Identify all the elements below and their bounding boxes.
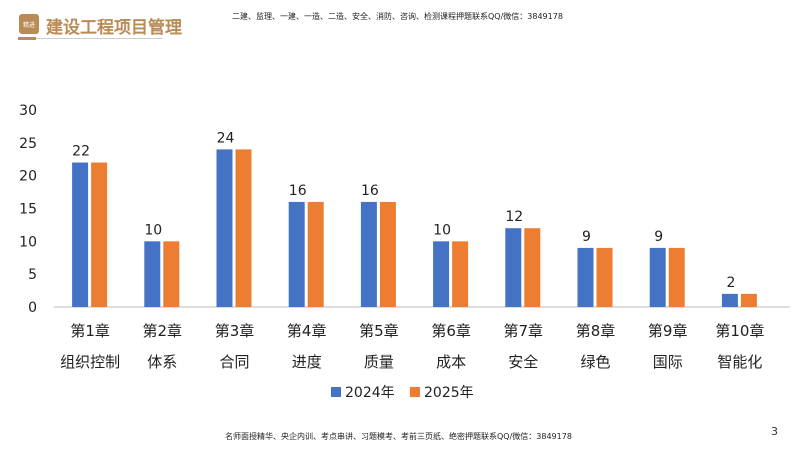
bar-2024年 — [433, 241, 450, 307]
x-tick-label: 第7章 — [504, 322, 544, 340]
y-tick-label: 5 — [28, 267, 37, 283]
bar-2025年 — [91, 162, 108, 307]
x-tick-label: 组织控制 — [60, 353, 120, 371]
x-tick-label: 合同 — [219, 353, 249, 371]
data-label: 10 — [144, 222, 162, 238]
bar-2025年 — [307, 201, 324, 307]
data-label: 2 — [726, 275, 735, 291]
bar-2025年 — [524, 228, 541, 307]
title-divider — [18, 38, 163, 39]
legend-label: 2025年 — [424, 385, 474, 401]
y-tick-label: 15 — [19, 202, 37, 218]
x-tick-label: 智能化 — [717, 353, 762, 371]
x-tick-label: 第3章 — [215, 322, 255, 340]
x-tick-label: 质量 — [364, 353, 394, 371]
bar-2025年 — [452, 241, 469, 307]
x-tick-label: 第8章 — [576, 322, 616, 340]
bar-2024年 — [577, 247, 594, 307]
x-tick-label: 第9章 — [648, 322, 688, 340]
bar-2025年 — [596, 247, 613, 307]
bar-2024年 — [649, 247, 666, 307]
bar-2024年 — [505, 228, 522, 307]
data-label: 9 — [582, 229, 591, 245]
x-tick-label: 体系 — [147, 353, 177, 371]
y-tick-label: 20 — [19, 169, 37, 185]
data-label: 16 — [289, 183, 307, 199]
x-tick-label: 第6章 — [431, 322, 471, 340]
data-label: 12 — [505, 209, 523, 225]
y-tick-label: 0 — [28, 300, 37, 316]
header-note: 二建、监理、一建、一造、二造、安全、消防、咨询、检测课程押题联系QQ/微信：38… — [232, 12, 563, 21]
title-divider-accent — [18, 37, 36, 40]
footer-note: 名师面授精华、央企内训、考点串讲、习题模考、考前三页纸、绝密押题联系QQ/微信：… — [225, 432, 572, 441]
x-tick-label: 安全 — [508, 353, 538, 371]
bar-2025年 — [235, 149, 252, 307]
data-label: 24 — [217, 130, 235, 146]
x-tick-label: 第1章 — [70, 322, 110, 340]
bar-2024年 — [144, 241, 161, 307]
x-tick-label: 绿色 — [580, 353, 610, 371]
bar-2024年 — [288, 201, 305, 307]
x-tick-label: 第2章 — [143, 322, 183, 340]
x-tick-label: 进度 — [292, 353, 322, 371]
x-tick-label: 成本 — [436, 353, 466, 371]
legend-swatch — [410, 387, 420, 397]
bar-2025年 — [668, 247, 685, 307]
bar-2024年 — [216, 149, 233, 307]
page-number: 3 — [771, 425, 778, 438]
bar-2025年 — [163, 241, 180, 307]
legend-label: 2024年 — [345, 385, 395, 401]
y-tick-label: 30 — [19, 103, 37, 119]
y-tick-label: 10 — [19, 234, 37, 250]
page-title: 建设工程项目管理 — [46, 18, 182, 38]
data-label: 10 — [433, 222, 451, 238]
data-label: 9 — [654, 229, 663, 245]
logo: 精进 — [19, 14, 39, 34]
x-tick-label: 第4章 — [287, 322, 327, 340]
x-tick-label: 国际 — [653, 353, 683, 371]
y-tick-label: 25 — [19, 136, 37, 152]
bar-2024年 — [360, 201, 377, 307]
bar-2025年 — [379, 201, 396, 307]
x-tick-label: 第5章 — [359, 322, 399, 340]
legend-swatch — [331, 387, 341, 397]
data-label: 16 — [361, 183, 379, 199]
bar-2024年 — [721, 293, 738, 307]
bar-2024年 — [72, 162, 89, 307]
bar-2025年 — [740, 293, 757, 307]
x-tick-label: 第10章 — [715, 322, 764, 340]
data-label: 22 — [72, 144, 90, 160]
